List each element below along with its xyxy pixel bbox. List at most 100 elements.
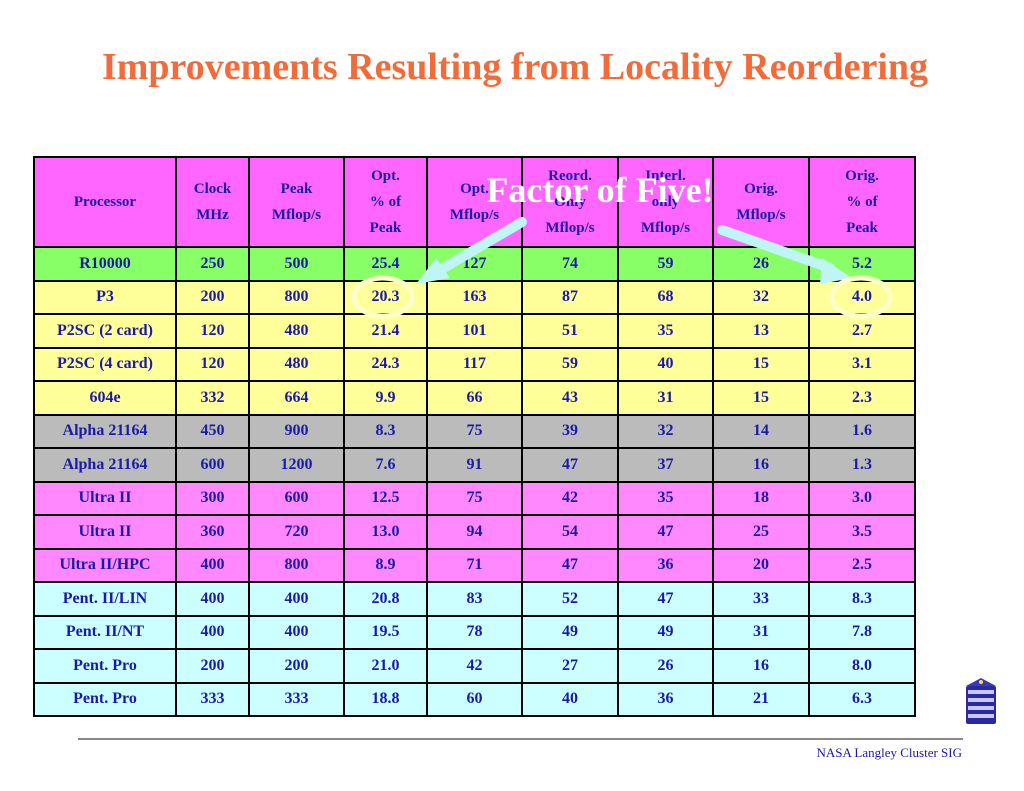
value-cell: 32 (617, 413, 714, 449)
processor-cell: P2SC (2 card) (33, 313, 177, 349)
value-cell: 600 (175, 447, 250, 483)
value-cell: 8.3 (808, 581, 916, 617)
value-cell: 59 (521, 346, 619, 382)
value-cell: 75 (426, 480, 523, 516)
value-cell: 47 (617, 514, 714, 550)
value-cell: 13.0 (343, 514, 428, 550)
column-header-line: Orig. (845, 168, 879, 184)
value-cell: 83 (426, 581, 523, 617)
table-row: Pent. II/LIN 400 400 20.8 83 52 47 33 8.3 (33, 581, 916, 617)
value-cell: 36 (617, 681, 714, 717)
table-row: Pent. Pro 200 200 21.0 42 27 26 16 8.0 (33, 648, 916, 684)
value-cell: 26 (712, 246, 810, 282)
value-cell: 71 (426, 547, 523, 583)
column-header-line: Processor (73, 194, 137, 210)
value-cell: 42 (426, 648, 523, 684)
performance-table: Processor Clock MHz Peak Mflop/s Opt. % of Peak… (33, 156, 916, 717)
value-cell: 94 (426, 514, 523, 550)
value-cell: 900 (248, 413, 345, 449)
processor-cell: 604e (33, 380, 177, 416)
value-cell: 49 (617, 614, 714, 650)
value-cell: 1.3 (808, 447, 916, 483)
column-header-line: only (651, 194, 680, 210)
column-header-line: Peak (280, 181, 313, 197)
value-cell: 332 (175, 380, 250, 416)
value-cell: 8.0 (808, 648, 916, 684)
value-cell: 360 (175, 514, 250, 550)
value-cell: 600 (248, 480, 345, 516)
table-row: R10000 250 500 25.4 127 74 59 26 5.2 (33, 246, 916, 282)
value-cell: 800 (248, 547, 345, 583)
value-cell: 16 (712, 447, 810, 483)
value-cell: 1200 (248, 447, 345, 483)
value-cell: 2.7 (808, 313, 916, 349)
processor-cell: Pent. II/NT (33, 614, 177, 650)
column-header-line: Mflop/s (640, 220, 691, 236)
column-header-line: Reord. (548, 168, 592, 184)
value-cell: 300 (175, 480, 250, 516)
value-cell: 60 (426, 681, 523, 717)
value-cell: 163 (426, 279, 523, 315)
table-row: Ultra II 300 600 12.5 75 42 35 18 3.0 (33, 480, 916, 516)
processor-cell: Pent. Pro (33, 648, 177, 684)
value-cell: 127 (426, 246, 523, 282)
value-cell: 16 (712, 648, 810, 684)
processor-cell: Ultra II (33, 480, 177, 516)
value-cell: 120 (175, 313, 250, 349)
value-cell: 6.3 (808, 681, 916, 717)
value-cell: 800 (248, 279, 345, 315)
value-cell: 47 (521, 447, 619, 483)
table-body: R10000 250 500 25.4 127 74 59 26 5.2 P3 200 800 20.3… (33, 246, 916, 717)
column-header: Reord. Only Mflop/s (521, 156, 619, 248)
table-row: Alpha 21164 450 900 8.3 75 39 32 14 1.6 (33, 413, 916, 449)
slide-title: Improvements Resulting from Locality Reo… (101, 46, 929, 88)
value-cell: 31 (617, 380, 714, 416)
table-row: P2SC (4 card) 120 480 24.3 117 59 40 15 3.1 (33, 346, 916, 382)
footer-text: NASA Langley Cluster SIG (816, 745, 962, 760)
processor-cell: Pent. Pro (33, 681, 177, 717)
value-cell: 35 (617, 480, 714, 516)
column-header: Clock MHz (175, 156, 250, 248)
table-row: Pent. II/NT 400 400 19.5 78 49 49 31 7.8 (33, 614, 916, 650)
value-cell: 120 (175, 346, 250, 382)
column-header-line: Peak (369, 220, 402, 236)
value-cell: 21.4 (343, 313, 428, 349)
value-cell: 3.5 (808, 514, 916, 550)
value-cell: 400 (248, 614, 345, 650)
column-header-line: Clock (193, 181, 232, 197)
column-header-line: Opt. (371, 168, 400, 184)
column-header-line: Opt. (460, 181, 489, 197)
column-header: Opt. % of Peak (343, 156, 428, 248)
value-cell: 21.0 (343, 648, 428, 684)
value-cell: 7.8 (808, 614, 916, 650)
value-cell: 91 (426, 447, 523, 483)
table-row: P3 200 800 20.3 163 87 68 32 4.0 (33, 279, 916, 315)
value-cell: 480 (248, 346, 345, 382)
value-cell: 32 (712, 279, 810, 315)
column-header-line: % of (846, 194, 878, 210)
value-cell: 8.9 (343, 547, 428, 583)
value-cell: 200 (175, 648, 250, 684)
column-header-line: Mflop/s (271, 207, 322, 223)
value-cell: 18 (712, 480, 810, 516)
value-cell: 8.3 (343, 413, 428, 449)
logo-icon (966, 678, 996, 724)
processor-cell: Ultra II (33, 514, 177, 550)
column-header-line: Orig. (744, 181, 778, 197)
value-cell: 5.2 (808, 246, 916, 282)
table-header-row: Processor Clock MHz Peak Mflop/s Opt. % of Peak… (33, 156, 916, 248)
column-header-line: Mflop/s (736, 207, 786, 223)
value-cell: 59 (617, 246, 714, 282)
value-cell: 20 (712, 547, 810, 583)
column-header-line: % of (369, 194, 402, 210)
value-cell: 333 (175, 681, 250, 717)
processor-cell: R10000 (33, 246, 177, 282)
value-cell: 18.8 (343, 681, 428, 717)
table-row: 604e 332 664 9.9 66 43 31 15 2.3 (33, 380, 916, 416)
value-cell: 47 (617, 581, 714, 617)
value-cell: 24.3 (343, 346, 428, 382)
processor-cell: Ultra II/HPC (33, 547, 177, 583)
value-cell: 200 (248, 648, 345, 684)
value-cell: 37 (617, 447, 714, 483)
column-header-line: Peak (846, 220, 878, 236)
